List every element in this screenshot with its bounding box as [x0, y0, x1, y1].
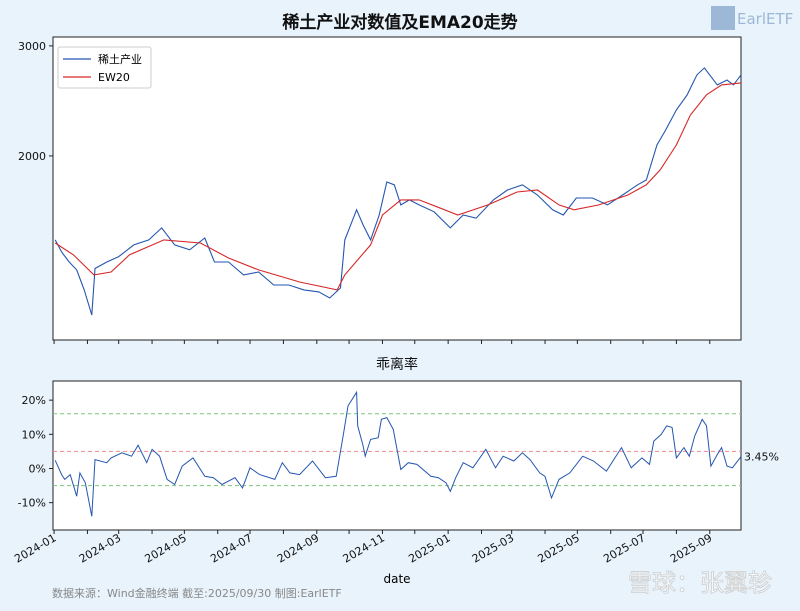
legend: 稀土产业 EW20 [57, 46, 152, 89]
x-tick-label: 2024-01 [12, 531, 58, 565]
deviation-line [54, 390, 742, 517]
deviation-chart-title: 乖离率 [376, 356, 418, 373]
latest-deviation-annotation: 3.45% [744, 451, 779, 464]
legend-label-ema: EW20 [98, 71, 130, 84]
price-line [54, 67, 742, 316]
logo-mark-icon [711, 6, 735, 30]
x-axis-label: date [383, 572, 410, 586]
footer-source: 数据来源：Wind金融终端 截至:2025/09/30 制图:EarlETF [52, 586, 342, 600]
y-tick-label: 3000 [18, 40, 46, 53]
logo: EarlETF [711, 6, 793, 30]
y-tick-label: -10% [18, 497, 46, 510]
x-tick-label: 2025-03 [470, 531, 516, 565]
x-tick-label: 2025-05 [536, 531, 582, 565]
x-tick-label: 2025-01 [406, 531, 452, 565]
legend-box [57, 46, 152, 89]
y-tick-label: 20% [22, 394, 46, 407]
main-chart-title: 稀土产业对数值及EMA20走势 [282, 12, 517, 33]
x-tick-label: 2024-07 [208, 531, 254, 565]
logo-text: EarlETF [737, 10, 793, 28]
y-tick-label: 10% [22, 428, 46, 441]
watermark: 雪球：张翼轸 [628, 569, 772, 597]
x-tick-label: 2025-09 [668, 531, 714, 565]
x-tick-label: 2024-05 [143, 531, 189, 565]
main-axis-ticks: 2000 3000 [18, 40, 711, 344]
main-series-lines [54, 67, 742, 316]
ema20-line [54, 82, 742, 291]
x-tick-label: 2024-03 [77, 531, 123, 565]
deviation-series-line [54, 390, 742, 517]
x-tick-label: 2024-09 [275, 531, 321, 565]
y-tick-label: 2000 [18, 150, 46, 163]
x-tick-label: 2024-11 [341, 531, 387, 565]
deviation-plot-area [52, 380, 742, 531]
x-tick-label: 2025-07 [601, 531, 647, 565]
main-plot-area [52, 36, 742, 341]
legend-label-price: 稀土产业 [98, 52, 142, 66]
y-tick-label: 0% [29, 462, 46, 475]
